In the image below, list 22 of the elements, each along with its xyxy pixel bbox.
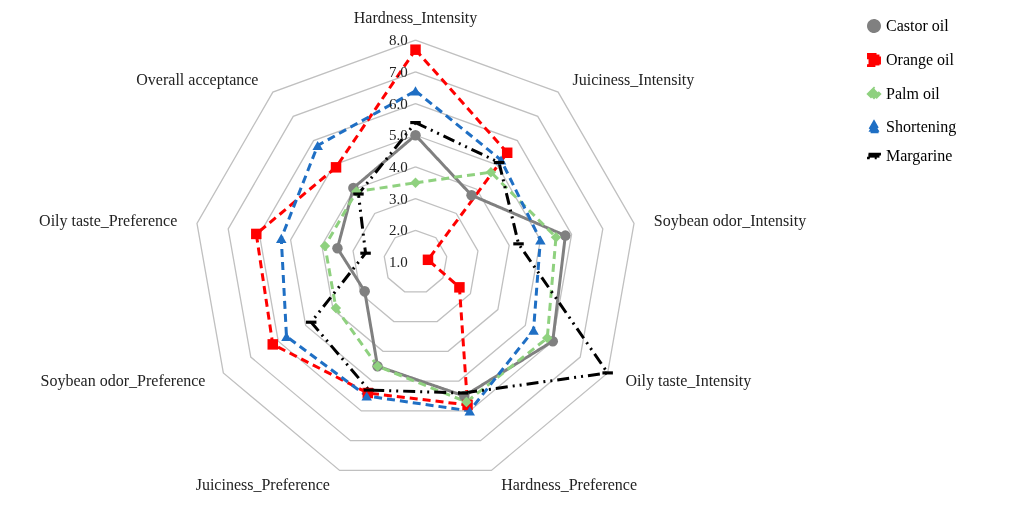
spoke-label: Juiciness_Intensity xyxy=(572,71,695,90)
spoke-label: Soybean odor_Preference xyxy=(40,371,206,390)
y-tick-label: 1.0 xyxy=(388,254,408,270)
spoke-label: Oily taste_Preference xyxy=(39,211,178,230)
y-tick-label: 6.0 xyxy=(388,95,408,112)
legend-label: Castor oil xyxy=(886,17,950,34)
y-tick-label: 7.0 xyxy=(388,63,408,80)
spoke-label: Soybean odor_Intensity xyxy=(653,211,807,230)
legend-label: Palm oil xyxy=(886,85,941,102)
spoke-label: Hardness_Intensity xyxy=(353,9,478,27)
legend-label: Orange oil xyxy=(886,51,955,69)
spoke-label: Oily taste_Intensity xyxy=(625,371,752,390)
legend-label: Margarine xyxy=(886,147,953,165)
spoke-label: Juiciness_Preference xyxy=(195,476,330,494)
y-tick-label: 5.0 xyxy=(388,127,408,144)
spoke-label: Overall acceptance xyxy=(136,71,259,90)
y-tick-label: 8.0 xyxy=(388,32,408,49)
spoke-label: Hardness_Preference xyxy=(501,476,638,494)
legend-label: Shortening xyxy=(886,118,957,136)
y-tick-label: 3.0 xyxy=(388,190,408,207)
y-tick-label: 4.0 xyxy=(388,158,408,175)
y-tick-label: 2.0 xyxy=(388,222,408,239)
